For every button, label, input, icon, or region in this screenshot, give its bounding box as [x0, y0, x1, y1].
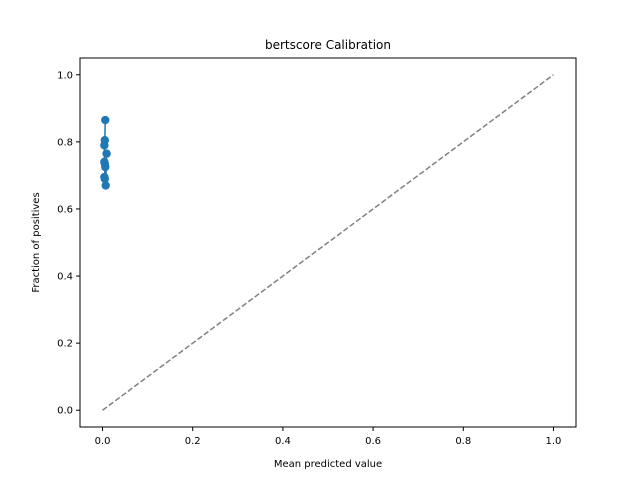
- calibration-point: [100, 174, 110, 183]
- x-tick-label: 0.2: [185, 436, 201, 447]
- x-tick-label: 0.6: [365, 436, 381, 447]
- axes: [79, 57, 577, 428]
- y-tick-label: 0.2: [57, 339, 73, 350]
- plot-area: [100, 74, 554, 411]
- y-tick-label: 0.8: [57, 137, 73, 148]
- chart-title: bertscore Calibration: [265, 38, 391, 52]
- y-tick-label: 0.4: [57, 272, 73, 283]
- x-tick-label: 0.4: [275, 436, 291, 447]
- calibration-point: [100, 141, 109, 150]
- y-tick-label: 0.6: [57, 204, 73, 215]
- x-tick-label: 0.0: [95, 436, 111, 447]
- x-axis-label: Mean predicted value: [274, 459, 382, 470]
- x-axis-ticks: 0.0 0.2 0.4 0.6 0.8 1.0: [95, 427, 562, 447]
- axes-frame: [79, 57, 577, 428]
- x-tick-label: 0.8: [455, 436, 471, 447]
- y-tick-label: 0.0: [57, 406, 73, 417]
- perfect-calibration-line: [102, 74, 554, 411]
- y-axis-label: Fraction of positives: [31, 192, 42, 292]
- calibration-point: [101, 162, 110, 172]
- calibration-point: [101, 115, 110, 125]
- y-tick-label: 1.0: [57, 70, 73, 81]
- calibration-point: [101, 181, 110, 190]
- calibration-point: [102, 149, 111, 158]
- y-axis-ticks: 0.0 0.2 0.4 0.6 0.8 1.0: [57, 70, 80, 417]
- x-tick-label: 1.0: [546, 436, 562, 447]
